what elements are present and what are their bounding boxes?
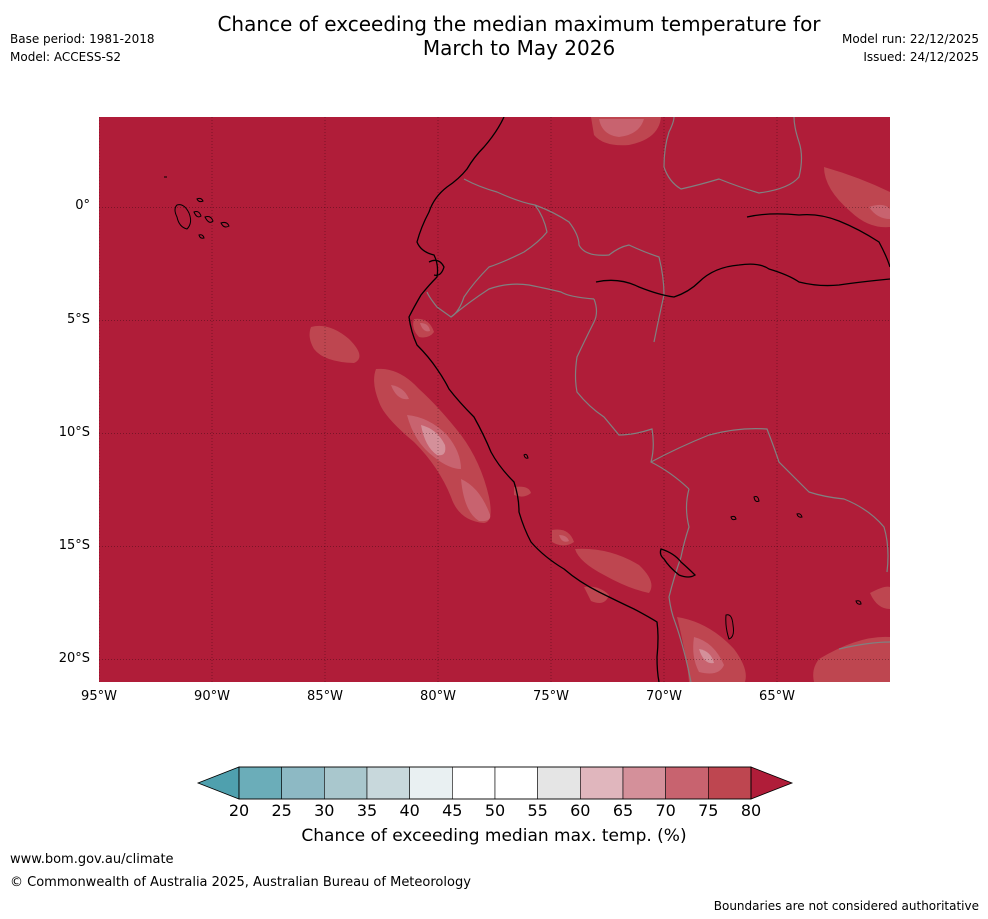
colorbar-tick-60: 60 [570,801,591,820]
patch-south-coast [575,548,652,593]
colorbar-cell [409,766,453,800]
patch-se-corner [813,636,890,682]
lat-label-20s: 20°S [58,651,90,666]
lat-label-5s: 5°S [66,312,90,327]
lat-label-0: 0° [75,198,90,213]
colorbar-tick-50: 50 [484,801,506,820]
patch-south-andes-core [699,649,714,664]
patch-small-1 [391,385,409,400]
colorbar-tick-55: 55 [527,801,548,820]
model-name: Model: ACCESS-S2 [10,50,122,64]
boundary-peru-bolivia [668,488,690,623]
colorbar-cell [366,766,410,800]
patch-south-coast-2 [584,586,609,603]
colorbar-cell [580,766,624,800]
title-line-2: March to May 2026 [422,36,616,60]
colorbar-tick-30: 30 [314,801,335,820]
lon-label-80w: 80°W [420,689,456,704]
colorbar-frame [238,766,752,800]
colorbar-cell [665,766,709,800]
boundary-brazil-north [663,117,675,168]
colorbar [196,766,794,800]
patch-lima-coast-inner [420,323,430,332]
colorbar-tick-80: 80 [740,801,762,820]
patch-ne-top-inner [599,119,644,137]
colorbar-tick-65: 65 [612,801,634,820]
colorbar-under-arrow [196,766,240,800]
colorbar-cell [281,766,325,800]
boundary-bolivia-brazil [650,428,889,573]
issued-date: Issued: 24/12/2025 [863,50,979,64]
colorbar-cell [537,766,581,800]
boundary-chile-bolivia [674,621,692,682]
lake-titicaca [659,548,697,578]
patch-small-2 [514,486,531,497]
model-run: Model run: 22/12/2025 [841,32,979,46]
coastline-pacific [408,117,660,682]
boundary-paraguay [838,641,890,650]
title-line-1: Chance of exceeding the median maximum t… [217,12,821,36]
lon-label-95w: 95°W [81,689,117,704]
colorbar-over-arrow [750,766,794,800]
national-boundaries [426,117,890,682]
map-gridlines [99,117,890,682]
colorbar-tick-40: 40 [399,801,420,820]
boundary-peru-colombia [450,283,595,318]
lat-label-15s: 15°S [58,538,90,553]
lon-label-70w: 70°W [646,689,682,704]
lon-label-85w: 85°W [307,689,343,704]
lon-label-65w: 65°W [759,689,795,704]
patch-east-edge [870,586,890,609]
colorbar-cell [452,766,496,800]
colorbar-tick-45: 45 [442,801,463,820]
colorbar-tick-35: 35 [356,801,378,820]
lat-label-10s: 10°S [58,425,90,440]
map-background-80plus [99,117,890,682]
probability-patches [309,117,890,682]
colorbar-tick-20: 20 [228,801,250,820]
colorbar-label: Chance of exceeding median max. temp. (%… [301,826,687,846]
boundary-venezuela-brazil [663,117,803,194]
galapagos-islands [164,176,230,239]
colorbar-cells [238,766,752,800]
probability-map [99,117,890,682]
boundary-colombia-brazil [534,204,665,343]
coastline-amazon-river [595,263,890,298]
base-period: Base period: 1981-2018 [10,32,155,46]
patch-coast-peru-north [309,325,360,363]
lon-label-90w: 90°W [194,689,230,704]
meta-right: Model run: 22/12/2025 Issued: 24/12/2025 [842,30,979,66]
colorbar-cell [494,766,538,800]
colorbar-tick-75: 75 [698,801,719,820]
footer-url: www.bom.gov.au/climate [10,852,174,867]
colorbar-tick-25: 25 [271,801,292,820]
lon-label-75w: 75°W [533,689,569,704]
patch-coast-peru-south [461,479,491,522]
footer-copyright: © Commonwealth of Australia 2025, Austra… [10,875,471,890]
small-lakes [523,453,862,640]
coastline-guayaquil [428,259,445,276]
colorbar-tick-70: 70 [655,801,676,820]
meta-left: Base period: 1981-2018 Model: ACCESS-S2 [10,30,155,66]
colorbar-cell [708,766,752,800]
colorbar-cell [238,766,282,800]
footer-disclaimer: Boundaries are not considered authoritat… [713,899,979,913]
patch-east-1-inner [869,204,890,219]
boundary-colombia-ecuador [426,178,548,318]
chart-title: Chance of exceeding the median maximum t… [120,12,918,60]
colorbar-cell [324,766,368,800]
patch-small-3-inner [559,535,569,542]
patch-coast-peru-mid-core [421,425,446,456]
colorbar-cell [622,766,666,800]
coastline-rio-negro [746,213,890,268]
coastlines [408,117,890,682]
boundary-peru-brazil [574,298,690,490]
